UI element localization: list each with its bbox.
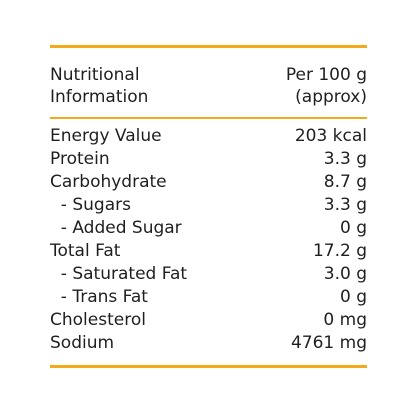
nutrient-label: Energy Value — [50, 126, 162, 146]
nutrient-row-protein: Protein 3.3 g — [50, 148, 367, 171]
nutrient-label: - Trans Fat — [50, 287, 148, 307]
nutrient-label: - Saturated Fat — [50, 264, 188, 284]
nutrition-title: Nutritional Information — [50, 64, 148, 108]
nutrient-list: Energy Value 203 kcal Protein 3.3 g Carb… — [50, 125, 367, 355]
nutrient-row-added-sugar: - Added Sugar 0 g — [50, 217, 367, 240]
nutrient-row-total-fat: Total Fat 17.2 g — [50, 240, 367, 263]
nutrient-row-carbohydrate: Carbohydrate 8.7 g — [50, 171, 367, 194]
nutrition-title-line1: Nutritional — [50, 65, 140, 85]
nutrient-row-trans-fat: - Trans Fat 0 g — [50, 286, 367, 309]
nutrient-label: Protein — [50, 149, 110, 169]
nutrient-label: - Sugars — [50, 195, 131, 215]
nutrient-value: 3.0 g — [323, 264, 367, 284]
nutrient-value: 8.7 g — [323, 172, 367, 192]
serving-basis-line2: (approx) — [295, 87, 367, 107]
nutrient-label: - Added Sugar — [50, 218, 182, 238]
serving-basis-line1: Per 100 g — [285, 65, 367, 85]
serving-basis: Per 100 g (approx) — [286, 64, 367, 108]
nutrient-value: 3.3 g — [323, 149, 367, 169]
nutrition-header: Nutritional Information Per 100 g (appro… — [50, 64, 367, 108]
nutrient-label: Cholesterol — [50, 310, 146, 330]
nutrition-title-line2: Information — [50, 87, 149, 107]
nutrient-row-energy: Energy Value 203 kcal — [50, 125, 367, 148]
nutrient-label: Total Fat — [50, 241, 121, 261]
nutrition-facts-panel: Nutritional Information Per 100 g (appro… — [50, 45, 367, 368]
nutrient-value: 0 g — [339, 287, 367, 307]
nutrient-value: 3.3 g — [323, 195, 367, 215]
nutrient-label: Carbohydrate — [50, 172, 167, 192]
nutrient-row-sodium: Sodium 4761 mg — [50, 332, 367, 355]
nutrient-value: 203 kcal — [294, 126, 367, 146]
nutrient-row-cholesterol: Cholesterol 0 mg — [50, 309, 367, 332]
nutrient-value: 17.2 g — [312, 241, 367, 261]
header-divider — [50, 117, 367, 119]
nutrient-label: Sodium — [50, 333, 115, 353]
nutrient-value: 0 g — [339, 218, 367, 238]
nutrient-value: 4761 mg — [290, 333, 367, 353]
nutrient-value: 0 mg — [323, 310, 367, 330]
nutrient-row-saturated-fat: - Saturated Fat 3.0 g — [50, 263, 367, 286]
nutrient-row-sugars: - Sugars 3.3 g — [50, 194, 367, 217]
